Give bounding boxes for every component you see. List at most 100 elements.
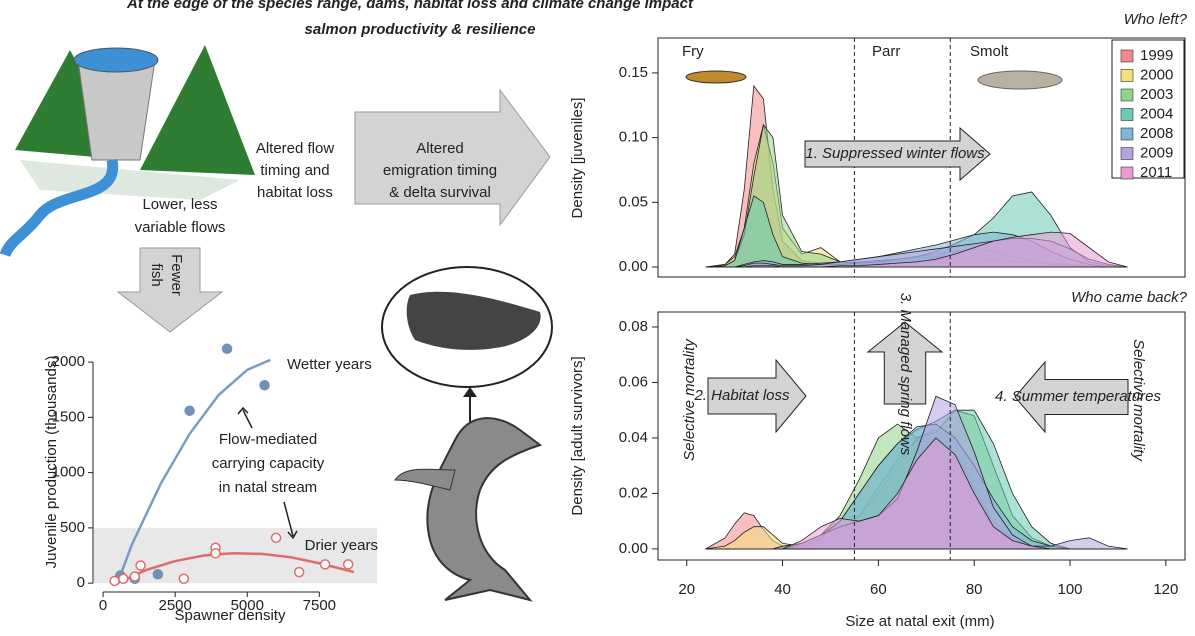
point (221, 343, 233, 355)
legend-label: 2003 (1140, 86, 1173, 103)
point (259, 380, 270, 391)
x-axis-label: Spawner density (175, 607, 286, 624)
arrow-label: 4. Summer temperatures (995, 388, 1161, 405)
y-axis-label: Density [juveniles] (569, 98, 586, 219)
y-tick-label: 0.05 (619, 193, 648, 210)
diagram-text: emigration timing (383, 162, 497, 179)
x-tick-label: 60 (870, 581, 887, 598)
y-tick-label: 0.10 (619, 129, 648, 146)
dam-illustration (0, 45, 255, 258)
y-tick-label: 0.08 (619, 318, 648, 335)
title: At the edge of the species range, dams, … (126, 0, 694, 12)
legend-label: 1999 (1140, 47, 1173, 64)
diagram-text: timing and (260, 162, 329, 179)
legend-swatch (1120, 147, 1134, 160)
y-axis-label: Juvenile production (thousands) (43, 356, 60, 569)
diagram-text: Altered flow (256, 140, 335, 157)
arrow-label: 2. Habitat loss (693, 387, 790, 404)
process-arrow (804, 126, 991, 182)
fish-icons (685, 70, 1063, 90)
legend-swatch (1120, 108, 1134, 121)
legend-swatch (1120, 127, 1134, 141)
legend-swatch (1120, 69, 1134, 82)
diagram-text: Lower, less (142, 196, 217, 213)
diagram-text: Altered (416, 140, 464, 157)
x-tick-label: 5000 (231, 597, 264, 614)
diagram-text: & delta survival (389, 184, 491, 201)
salmon-illustration (394, 417, 543, 602)
density-area (705, 231, 1128, 268)
y-tick-label: 500 (60, 519, 85, 536)
process-arrow (707, 358, 807, 434)
density-area (705, 437, 1128, 550)
plot-frame (657, 37, 1186, 278)
series-label: Drier years (305, 537, 378, 554)
legend-label: 2000 (1140, 66, 1173, 83)
x-tick-label: 40 (774, 581, 791, 598)
x-tick-label: 2500 (158, 597, 191, 614)
point (178, 573, 190, 584)
process-arrow (866, 321, 944, 405)
x-tick-label: 100 (1058, 581, 1083, 598)
flow-arrow (116, 88, 551, 333)
side-label: Selective mortality (1130, 339, 1147, 462)
point (109, 575, 120, 587)
point (342, 559, 354, 570)
y-tick-label: 0.15 (619, 64, 648, 81)
diagram-text: habitat loss (257, 184, 333, 201)
panel-title: Who came back? (1071, 289, 1188, 306)
arrow-label: 1. Suppressed winter flows (805, 145, 985, 162)
x-axis-label: Size at natal exit (mm) (845, 613, 994, 630)
region-label: Parr (872, 43, 900, 60)
y-tick-label: 0.00 (619, 540, 648, 557)
annotation-arrow (237, 406, 253, 429)
legend-label: 2011 (1140, 164, 1172, 181)
annotation-arrow (283, 501, 298, 540)
x-tick-label: 120 (1153, 581, 1178, 598)
process-arrow (1014, 360, 1129, 434)
shaded-band (94, 527, 377, 584)
point (270, 532, 282, 544)
x-tick-label: 20 (678, 581, 695, 598)
y-tick-label: 0.02 (619, 484, 648, 501)
annotation: carrying capacity (212, 455, 325, 472)
y-axis-label: Density [adult survivors] (569, 356, 586, 515)
point (210, 548, 221, 559)
plot-frame (657, 311, 1186, 561)
annotation: in natal stream (219, 479, 317, 496)
point (118, 573, 129, 584)
diagram-text: Fewer (168, 254, 185, 296)
x-tick-label: 0 (99, 597, 107, 614)
point (293, 566, 305, 578)
side-label: Selective mortality (681, 338, 698, 461)
fit-line (116, 358, 271, 584)
diagram-text: fish (148, 263, 165, 286)
fit-line (116, 552, 355, 585)
x-tick-label: 7500 (303, 597, 336, 614)
region-label: Fry (682, 43, 704, 60)
x-tick-label: 80 (966, 581, 983, 598)
diagram-text: variable flows (135, 219, 226, 236)
legend-label: 2009 (1140, 144, 1173, 161)
region-label: Smolt (970, 43, 1009, 60)
arrow-label: 3. Managed spring flows (897, 293, 914, 456)
point (135, 560, 146, 571)
panel-title: Who left? (1124, 11, 1188, 28)
y-tick-label: 0.06 (619, 373, 648, 390)
series-label: Wetter years (287, 356, 372, 373)
legend-label: 2004 (1140, 105, 1173, 122)
y-tick-label: 0.00 (619, 258, 648, 275)
title: salmon productivity & resilience (305, 21, 536, 38)
legend-swatch (1120, 166, 1134, 180)
y-tick-label: 0.04 (619, 429, 648, 446)
point (319, 559, 331, 570)
legend-label: 2008 (1140, 125, 1173, 142)
otolith-illustration (381, 266, 553, 458)
y-tick-label: 2000 (52, 353, 85, 370)
point (184, 405, 195, 416)
y-tick-label: 1500 (52, 408, 85, 425)
y-tick-label: 1000 (52, 464, 85, 481)
point (129, 571, 141, 582)
annotation: Flow-mediated (219, 431, 317, 448)
